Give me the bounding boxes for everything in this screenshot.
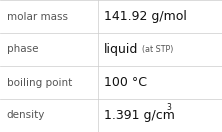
Text: molar mass: molar mass [7,11,68,22]
Text: phase: phase [7,44,38,55]
Text: boiling point: boiling point [7,77,72,88]
Text: 141.92 g/mol: 141.92 g/mol [104,10,187,23]
Text: liquid: liquid [104,43,139,56]
Text: 100 °C: 100 °C [104,76,147,89]
Text: (at STP): (at STP) [142,45,173,54]
Text: 3: 3 [166,103,171,112]
Text: 1.391 g/cm: 1.391 g/cm [104,109,175,122]
Text: density: density [7,110,45,121]
